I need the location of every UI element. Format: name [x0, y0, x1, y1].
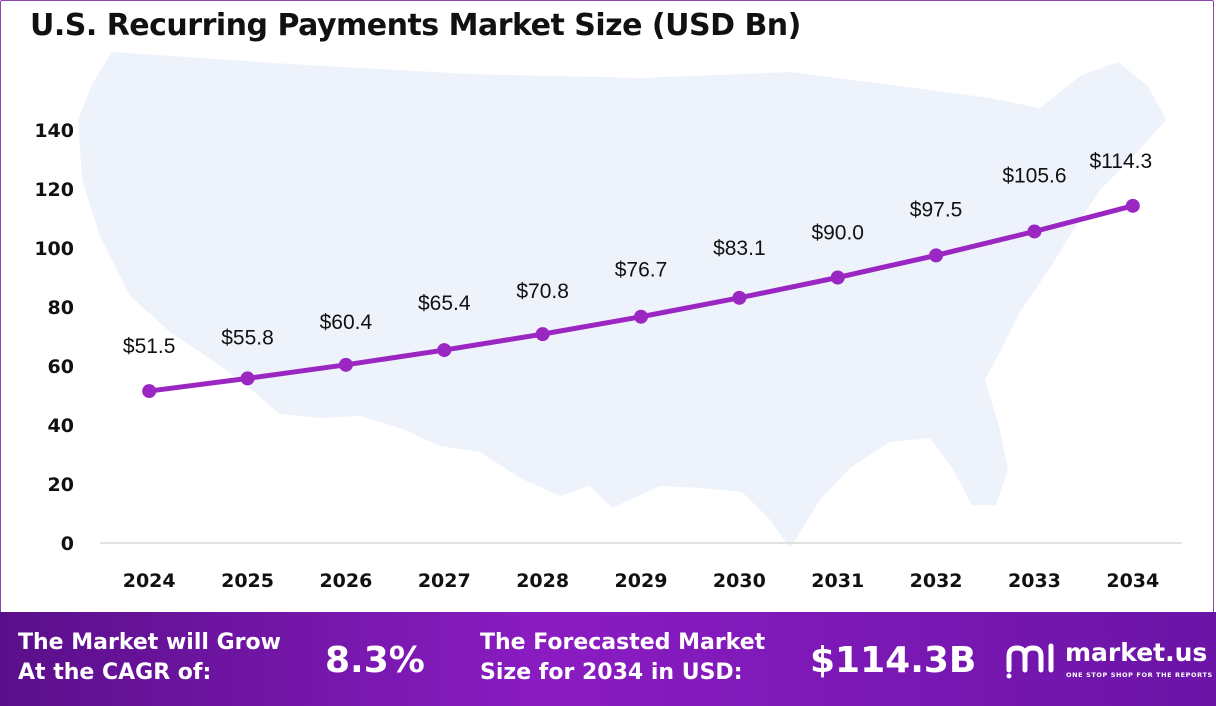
data-point	[732, 290, 747, 305]
data-point	[338, 357, 353, 372]
forecast-text-line1: The Forecasted Market	[480, 630, 766, 655]
y-tick-label: 80	[48, 297, 74, 319]
x-tick-label: 2033	[1008, 570, 1061, 592]
y-tick-label: 20	[48, 474, 74, 496]
data-point	[240, 371, 255, 386]
x-tick-label: 2027	[418, 570, 471, 592]
x-tick-label: 2026	[319, 570, 372, 592]
forecast-text-line2: Size for 2034 in USD:	[480, 660, 743, 685]
data-point	[1027, 224, 1042, 239]
cagr-value: 8.3%	[325, 640, 425, 681]
cagr-text-line1: The Market will Grow	[18, 630, 281, 655]
y-tick-label: 140	[34, 120, 74, 142]
data-point	[1125, 198, 1140, 213]
data-point	[830, 270, 845, 285]
y-tick-label: 60	[48, 356, 74, 378]
y-axis: 0 20 40 60 80 100 120 140	[34, 120, 74, 555]
data-label: $60.4	[320, 311, 373, 334]
data-labels: $51.5 $55.8 $60.4 $65.4 $70.8 $76.7 $83.1 $90.0…	[123, 150, 1152, 358]
data-label: $76.7	[615, 259, 668, 282]
data-label: $65.4	[418, 292, 471, 315]
x-tick-label: 2034	[1106, 570, 1159, 592]
data-label: $51.5	[123, 335, 176, 358]
market-us-logo[interactable]: market.us ONE STOP SHOP FOR THE REPORTS	[1003, 636, 1212, 686]
x-tick-label: 2024	[123, 570, 176, 592]
forecast-value: $114.3B	[810, 640, 977, 681]
logo-name: market.us	[1065, 638, 1208, 667]
data-point	[142, 384, 157, 399]
x-axis: 2024 2025 2026 2027 2028 2029 2030 2031 2032 2033…	[123, 570, 1160, 592]
logo-tagline: ONE STOP SHOP FOR THE REPORTS	[1066, 671, 1213, 679]
data-label: $105.6	[1002, 164, 1066, 187]
y-tick-label: 120	[34, 179, 74, 201]
footer-banner: The Market will Grow At the CAGR of: 8.3…	[0, 612, 1216, 706]
x-tick-label: 2028	[516, 570, 569, 592]
y-tick-label: 40	[48, 415, 74, 437]
y-tick-label: 100	[34, 238, 74, 260]
cagr-text: The Market will Grow At the CAGR of:	[18, 628, 318, 688]
x-tick-label: 2029	[615, 570, 668, 592]
x-tick-label: 2025	[221, 570, 274, 592]
y-tick-label: 0	[61, 533, 74, 555]
forecast-text: The Forecasted Market Size for 2034 in U…	[480, 628, 780, 688]
chart-title: U.S. Recurring Payments Market Size (USD…	[30, 8, 801, 43]
data-label: $97.5	[910, 198, 963, 221]
data-point	[437, 343, 452, 358]
data-label: $55.8	[221, 326, 274, 349]
data-label: $90.0	[811, 222, 864, 245]
data-point	[929, 248, 944, 263]
us-map-background	[78, 52, 1166, 548]
x-tick-label: 2030	[713, 570, 766, 592]
cagr-text-line2: At the CAGR of:	[18, 660, 212, 685]
market-us-logo-icon	[1006, 643, 1054, 679]
data-point	[535, 327, 550, 342]
data-point	[634, 309, 648, 324]
x-tick-label: 2031	[811, 570, 864, 592]
data-label: $114.3	[1089, 150, 1152, 173]
data-label: $83.1	[713, 237, 766, 260]
x-tick-label: 2032	[910, 570, 963, 592]
data-points	[142, 198, 1140, 399]
data-label: $70.8	[516, 280, 569, 303]
